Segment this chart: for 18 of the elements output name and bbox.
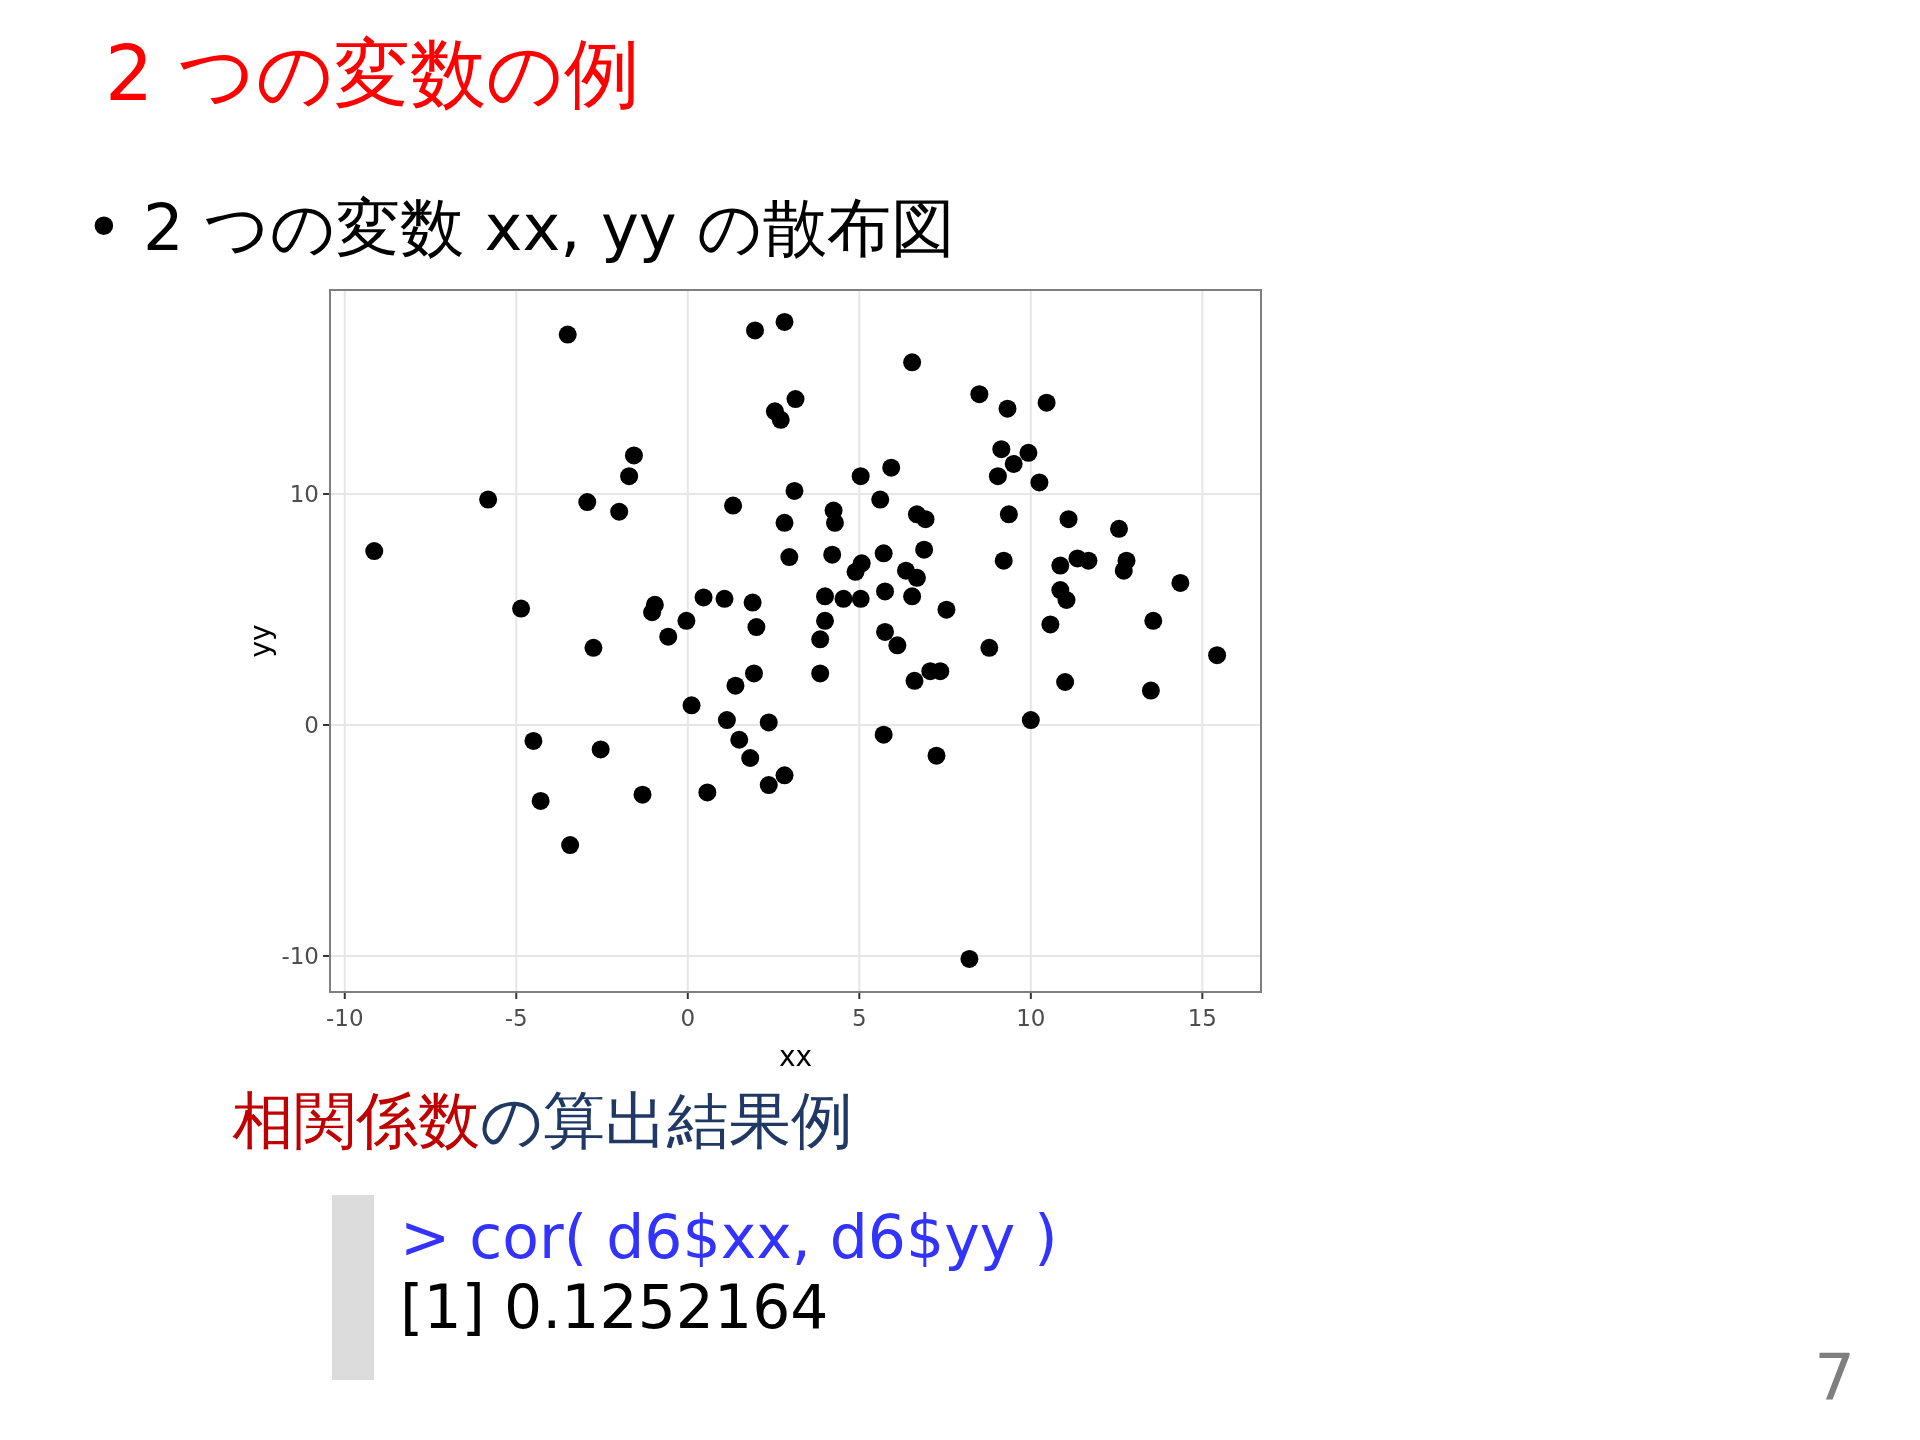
y-tick-label: 0 bbox=[304, 711, 319, 738]
x-tick-label: -10 bbox=[325, 1005, 364, 1031]
y-axis-title: yy bbox=[244, 624, 277, 658]
chart-title: 2 つの変数の例 bbox=[105, 29, 640, 118]
y-tick-label: 10 bbox=[289, 480, 319, 507]
x-tick-label: 10 bbox=[1016, 1005, 1046, 1031]
text: [1] 0.1252164 bbox=[400, 1272, 829, 1342]
y-tick-label: -10 bbox=[281, 942, 319, 969]
x-tick-label: 0 bbox=[680, 1005, 696, 1031]
x-tick-label: 5 bbox=[851, 1005, 867, 1031]
x-axis-title: xx bbox=[778, 1040, 813, 1073]
x-tick-label: -5 bbox=[504, 1005, 528, 1031]
text: 相関係数 bbox=[232, 1084, 480, 1157]
chart-subtitle: • 2 つの変数 xx, yy の散布図 bbox=[85, 191, 956, 265]
x-tick-label: 15 bbox=[1187, 1005, 1217, 1031]
text: > cor( d6$xx, d6$yy ) bbox=[400, 1202, 1058, 1272]
text: の算出結果例 bbox=[480, 1084, 853, 1157]
text: 7 bbox=[1814, 1341, 1855, 1415]
